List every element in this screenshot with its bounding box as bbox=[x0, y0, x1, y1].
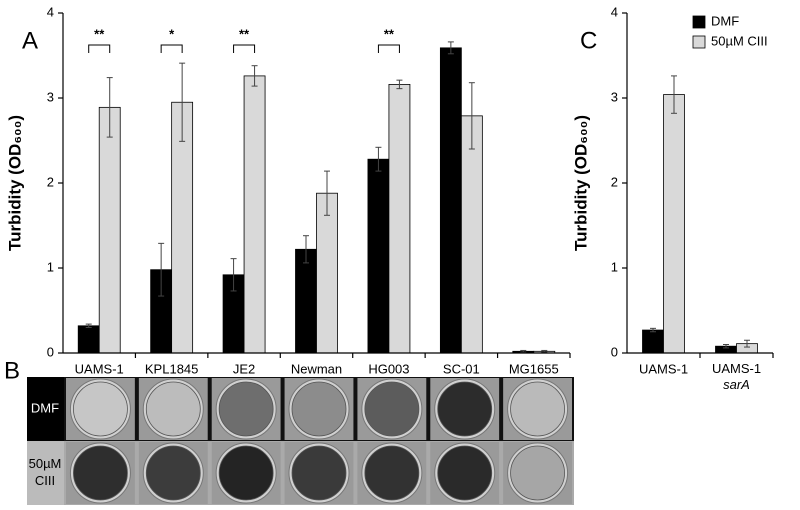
bar bbox=[663, 94, 685, 354]
error-bar bbox=[324, 170, 330, 216]
error-bar bbox=[375, 146, 382, 172]
x-tick-label: HG003 bbox=[368, 361, 409, 376]
error-bar bbox=[251, 65, 258, 87]
bar bbox=[642, 329, 664, 354]
well bbox=[145, 445, 201, 501]
x-tick-label: UAMS-1 bbox=[75, 361, 124, 376]
well bbox=[437, 445, 493, 501]
error-bar bbox=[85, 323, 92, 328]
bar bbox=[460, 115, 483, 354]
bar bbox=[243, 75, 266, 354]
panel-label: C bbox=[580, 27, 597, 54]
well bbox=[73, 381, 128, 437]
x-tick-label: MG1655 bbox=[509, 361, 559, 376]
bar bbox=[98, 106, 121, 354]
y-tick-label: 1 bbox=[611, 259, 618, 274]
significance-bracket bbox=[160, 44, 183, 53]
bar bbox=[77, 325, 100, 354]
bar bbox=[316, 192, 338, 354]
y-tick-label: 2 bbox=[611, 174, 618, 189]
y-tick-label: 2 bbox=[47, 174, 54, 189]
well bbox=[510, 445, 565, 501]
well bbox=[218, 381, 274, 437]
well bbox=[510, 381, 565, 437]
bar bbox=[295, 248, 317, 354]
significance-label: ** bbox=[384, 26, 395, 41]
legend-label: 50µM CIII bbox=[711, 33, 768, 48]
y-tick-label: 4 bbox=[611, 4, 618, 19]
bar bbox=[439, 47, 462, 354]
error-bar bbox=[650, 327, 656, 333]
row-label: DMF bbox=[31, 400, 59, 415]
well bbox=[73, 445, 128, 501]
error-bar bbox=[447, 41, 454, 55]
x-tick-label: SC-01 bbox=[443, 361, 480, 376]
x-tick-label: UAMS-1 bbox=[639, 361, 688, 376]
y-tick-label: 4 bbox=[47, 4, 54, 19]
well bbox=[145, 381, 201, 437]
y-tick-label: 3 bbox=[611, 89, 618, 104]
y-axis-label: Turbidity (OD₆₀₀) bbox=[5, 115, 24, 251]
row-label-box bbox=[27, 441, 64, 505]
y-tick-label: 1 bbox=[47, 259, 54, 274]
x-tick-label: Newman bbox=[291, 361, 342, 376]
y-tick-label: 0 bbox=[611, 344, 618, 359]
significance-label: * bbox=[169, 26, 175, 41]
significance-label: ** bbox=[94, 26, 105, 41]
y-tick-label: 3 bbox=[47, 89, 54, 104]
well bbox=[291, 445, 347, 501]
legend-swatch bbox=[692, 35, 706, 49]
error-bar bbox=[723, 344, 729, 349]
well bbox=[364, 381, 420, 437]
error-bar bbox=[106, 77, 113, 138]
legend-label: DMF bbox=[711, 13, 739, 28]
bar bbox=[388, 84, 411, 354]
well bbox=[218, 445, 274, 501]
error-bar bbox=[468, 82, 475, 150]
significance-bracket bbox=[377, 44, 400, 53]
error-bar bbox=[396, 79, 403, 90]
error-bar bbox=[158, 242, 165, 297]
well bbox=[364, 445, 420, 501]
significance-bracket bbox=[88, 44, 111, 53]
error-bar bbox=[541, 349, 548, 353]
error-bar bbox=[671, 75, 677, 114]
error-bar bbox=[179, 62, 186, 142]
x-tick-label: UAMS-1 sarA bbox=[712, 361, 761, 392]
well bbox=[437, 381, 493, 437]
significance-label: ** bbox=[239, 26, 250, 41]
panel-label: A bbox=[22, 27, 38, 54]
error-bar bbox=[303, 235, 309, 264]
bar bbox=[367, 158, 390, 354]
row-label: 50µM CIII bbox=[29, 456, 62, 488]
error-bar bbox=[520, 349, 527, 353]
row-label-box bbox=[27, 377, 64, 441]
y-tick-label: 0 bbox=[47, 344, 54, 359]
well bbox=[291, 381, 347, 437]
legend-swatch bbox=[692, 15, 706, 29]
x-tick-label: KPL1845 bbox=[145, 361, 199, 376]
x-tick-label: JE2 bbox=[233, 361, 255, 376]
error-bar bbox=[230, 258, 237, 292]
panel-label: B bbox=[4, 357, 20, 384]
significance-bracket bbox=[233, 44, 256, 53]
error-bar bbox=[744, 339, 750, 348]
y-axis-label: Turbidity (OD₆₀₀) bbox=[571, 115, 590, 251]
